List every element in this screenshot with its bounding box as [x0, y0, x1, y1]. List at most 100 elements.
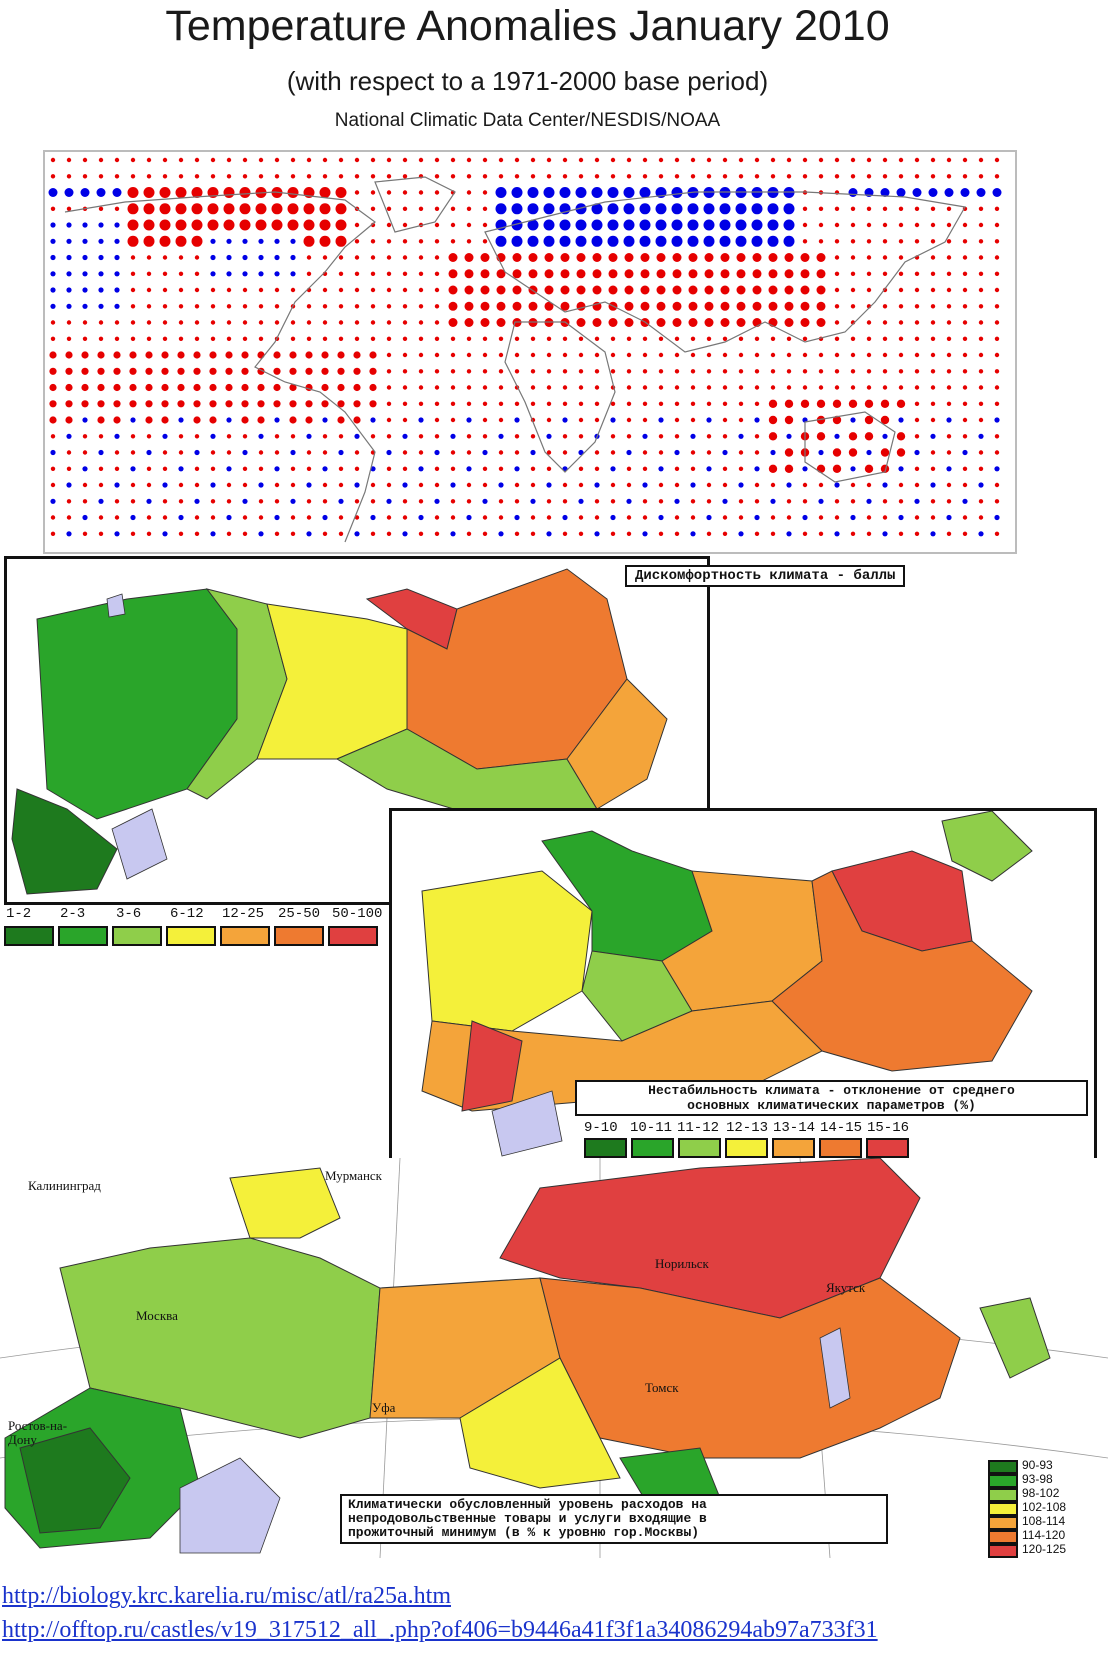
anomaly-dot — [322, 531, 328, 536]
anomaly-dot — [466, 466, 472, 472]
anomaly-dot — [97, 351, 105, 359]
anomaly-dot — [770, 336, 776, 341]
anomaly-dot — [290, 515, 296, 520]
anomaly-dot — [242, 531, 248, 536]
anomaly-dot — [114, 515, 120, 520]
anomaly-dot — [898, 255, 904, 260]
anomaly-dot — [816, 269, 826, 279]
anomaly-dot — [914, 417, 920, 423]
anomaly-dot — [610, 401, 616, 406]
anomaly-dot — [338, 320, 344, 325]
anomaly-dot — [306, 304, 312, 309]
anomaly-dot — [242, 174, 248, 179]
anomaly-dot — [768, 285, 778, 295]
anomaly-dot — [946, 499, 952, 504]
anomaly-dot — [639, 235, 651, 247]
anomaly-dot — [114, 157, 120, 163]
anomaly-dot — [834, 515, 840, 520]
anomaly-dot — [722, 417, 728, 423]
anomaly-dot — [562, 369, 568, 374]
anomaly-dot — [450, 531, 456, 537]
anomaly-dot — [735, 235, 747, 247]
anomaly-dot — [530, 336, 536, 341]
anomaly-dot — [82, 450, 88, 455]
legend-label: 3-6 — [116, 906, 142, 922]
anomaly-dot — [608, 253, 618, 262]
anomaly-dot — [226, 482, 232, 488]
anomaly-dot — [450, 157, 456, 163]
anomaly-dot — [850, 369, 856, 374]
anomaly-dot — [832, 399, 842, 408]
anomaly-dot — [738, 369, 744, 374]
anomaly-dot — [258, 287, 264, 293]
anomaly-dot — [623, 203, 635, 215]
anomaly-dot — [370, 320, 376, 325]
anomaly-dot — [992, 188, 1002, 197]
anomaly-dot — [338, 255, 344, 260]
anomaly-dot — [402, 385, 408, 390]
anomaly-dot — [866, 498, 872, 504]
anomaly-dot — [306, 515, 312, 520]
anomaly-dot — [82, 466, 88, 472]
anomaly-dot — [575, 187, 587, 198]
source-link-biology[interactable]: http://biology.krc.karelia.ru/misc/atl/r… — [2, 1583, 451, 1609]
anomaly-dot — [706, 336, 712, 341]
anomaly-dot — [161, 367, 169, 375]
anomaly-dot — [289, 416, 297, 424]
anomaly-dot — [818, 239, 824, 244]
anomaly-dot — [703, 219, 715, 231]
anomaly-dot — [386, 222, 392, 228]
anomaly-dot — [818, 531, 824, 536]
anomaly-dot — [50, 206, 56, 211]
anomaly-dot — [834, 385, 840, 390]
anomaly-dot — [527, 235, 539, 247]
anomaly-dot — [655, 203, 667, 215]
anomaly-dot — [530, 531, 536, 536]
discomfort-map-panel — [4, 556, 710, 905]
anomaly-dot — [882, 499, 888, 504]
anomaly-dot — [354, 466, 360, 471]
anomaly-dot — [610, 352, 616, 358]
anomaly-dot — [98, 157, 104, 163]
anomaly-dot — [178, 157, 184, 163]
anomaly-dot — [402, 320, 408, 325]
anomaly-dot — [66, 450, 72, 455]
anomaly-dot — [305, 351, 313, 359]
anomaly-dot — [575, 235, 587, 247]
anomaly-dot — [130, 531, 136, 536]
anomaly-dot — [703, 235, 715, 247]
anomaly-dot — [402, 157, 408, 163]
anomaly-dot — [498, 499, 504, 504]
source-link-offtop[interactable]: http://offtop.ru/castles/v19_317512_all_… — [2, 1617, 878, 1643]
anomaly-dot — [386, 369, 392, 374]
anomaly-dot — [898, 206, 904, 211]
anomaly-dot — [207, 219, 219, 231]
anomaly-dot — [930, 482, 936, 488]
anomaly-dot — [287, 203, 299, 215]
anomaly-dot — [898, 466, 904, 472]
anomaly-dot — [450, 239, 456, 244]
anomaly-dot — [546, 450, 552, 455]
anomaly-dot — [946, 466, 952, 472]
anomaly-dot — [258, 482, 264, 488]
anomaly-dot — [706, 434, 712, 439]
anomaly-dot — [338, 434, 344, 439]
legend-label: 120-125 — [1022, 1542, 1067, 1556]
anomaly-dot — [978, 515, 984, 520]
anomaly-dot — [671, 187, 683, 198]
anomaly-dot — [82, 174, 88, 179]
anomaly-dot — [290, 482, 296, 488]
anomaly-dot — [706, 531, 712, 536]
anomaly-dot — [624, 301, 634, 311]
anomaly-dot — [209, 367, 217, 375]
anomaly-dot — [498, 433, 504, 439]
legend-swatch — [584, 1138, 627, 1158]
anomaly-dot — [576, 285, 586, 295]
anomaly-dot — [802, 239, 808, 244]
anomaly-dot — [223, 203, 235, 215]
anomaly-dot — [434, 531, 440, 536]
anomaly-dot — [226, 514, 232, 521]
anomaly-dot — [834, 255, 840, 260]
anomaly-dot — [738, 401, 744, 406]
anomaly-dot — [962, 466, 968, 471]
